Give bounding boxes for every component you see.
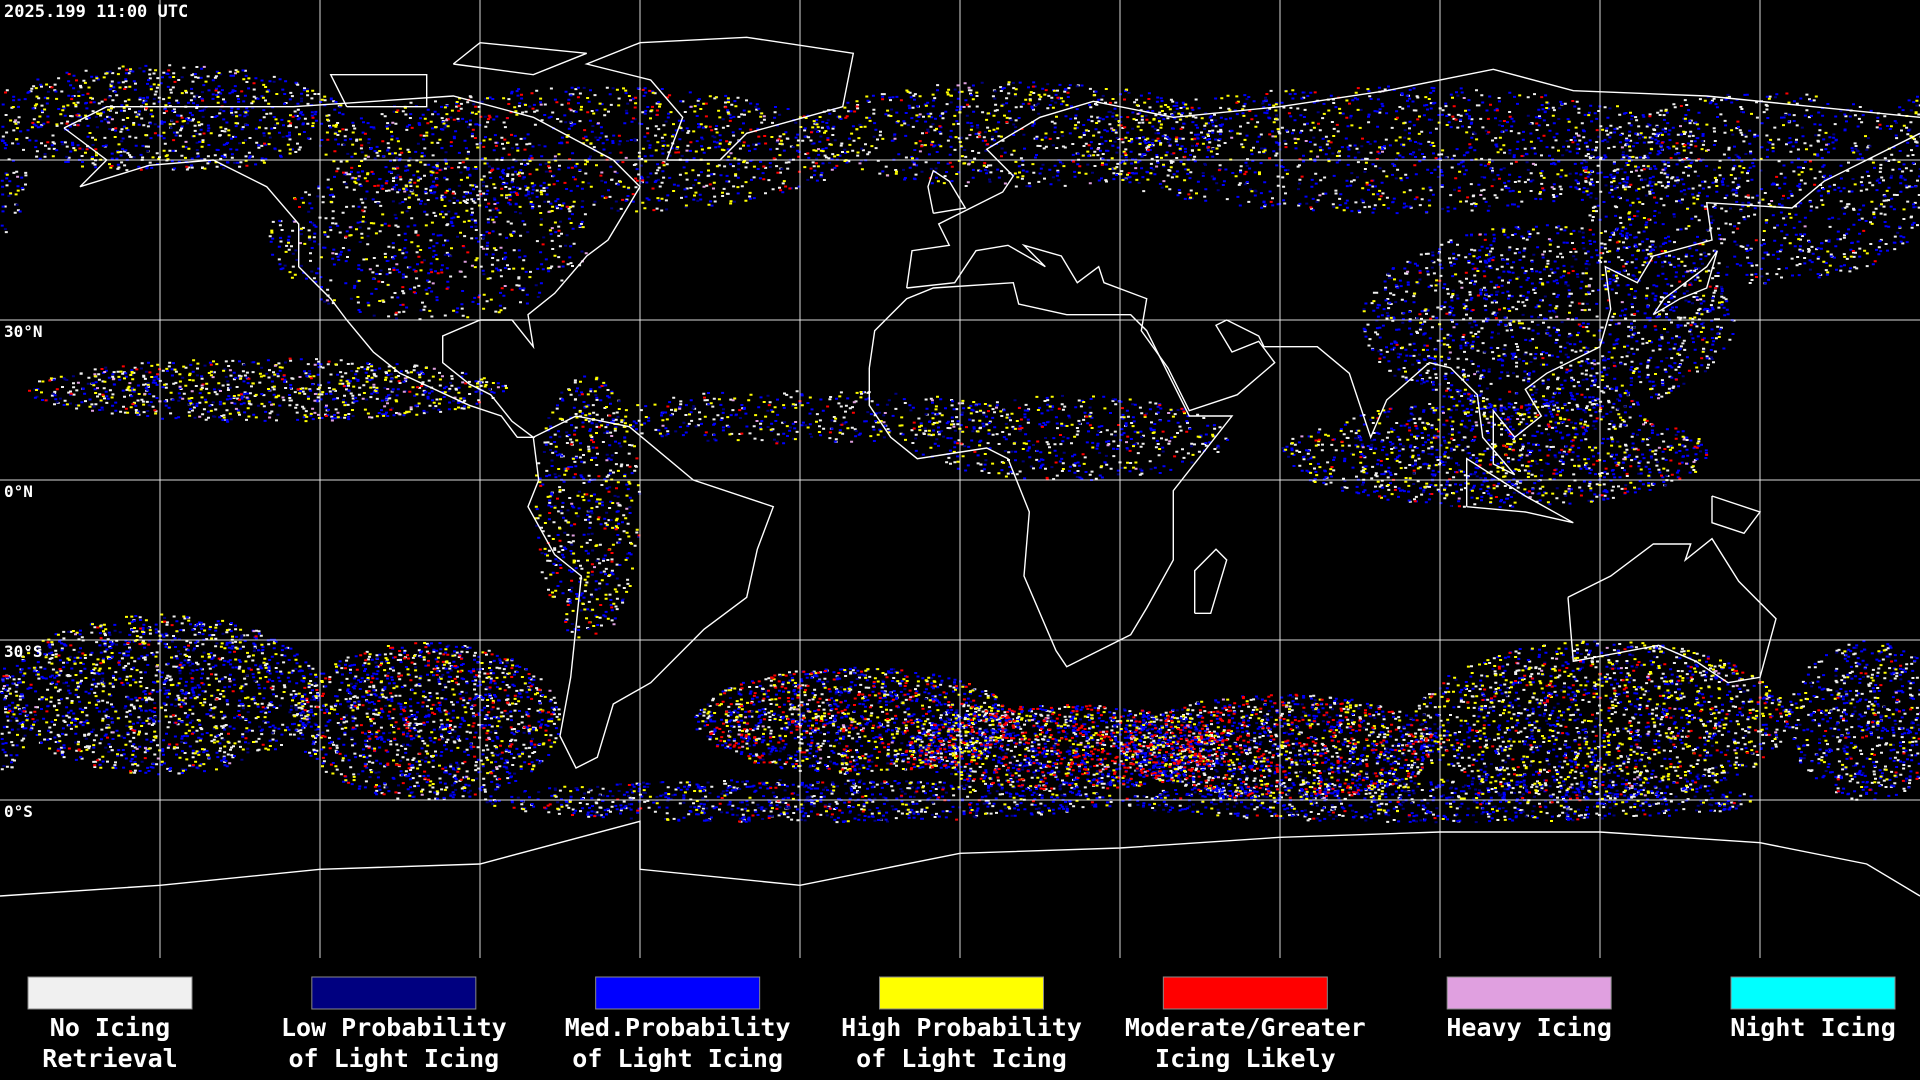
legend-swatch [27, 976, 193, 1010]
coastline [906, 132, 1920, 476]
legend-label: Low Probability [281, 1013, 507, 1042]
legend-label: of Light Icing [856, 1044, 1067, 1073]
legend-label: of Light Icing [288, 1044, 499, 1073]
latitude-label: 0°N [4, 482, 33, 501]
timestamp: 2025.199 11:00 UTC [4, 2, 188, 22]
legend-swatch [1162, 976, 1328, 1010]
legend-label: Heavy Icing [1446, 1013, 1612, 1042]
coastline [1711, 495, 1762, 535]
legend-swatch [595, 976, 761, 1010]
legend-label: No Icing [50, 1013, 170, 1042]
coastline [868, 281, 1234, 668]
coastline [1652, 250, 1718, 316]
coastline [906, 68, 1920, 289]
coastline [329, 74, 428, 108]
coastline [452, 41, 587, 76]
coastline [1466, 457, 1574, 524]
legend-swatch [879, 976, 1044, 1010]
legend-swatch [311, 976, 477, 1010]
legend-label: Retrieval [42, 1044, 177, 1073]
coastline [1567, 537, 1777, 684]
legend-label: Icing Likely [1155, 1044, 1336, 1073]
lat-lon-grid [0, 0, 1920, 958]
legend-label: Moderate/Greater [1125, 1013, 1366, 1042]
latitude-label: 0°S [4, 802, 33, 821]
latitude-label: 30°N [4, 322, 43, 341]
legend-label: of Light Icing [572, 1044, 783, 1073]
legend-label: High Probability [841, 1013, 1082, 1042]
legend-label: Night Icing [1730, 1013, 1896, 1042]
icing-pixel-layer [0, 64, 1920, 824]
legend-swatch [1730, 976, 1896, 1010]
latitude-label: 30°S [4, 642, 43, 661]
latitude-labels: 30°N 0°N 30°S 0°S [4, 322, 43, 821]
legend-label: Med.Probability [565, 1013, 791, 1042]
icing-pixels [0, 64, 1920, 824]
coastline [1194, 548, 1228, 614]
coastline [584, 36, 855, 161]
legend-swatch [1446, 976, 1612, 1010]
